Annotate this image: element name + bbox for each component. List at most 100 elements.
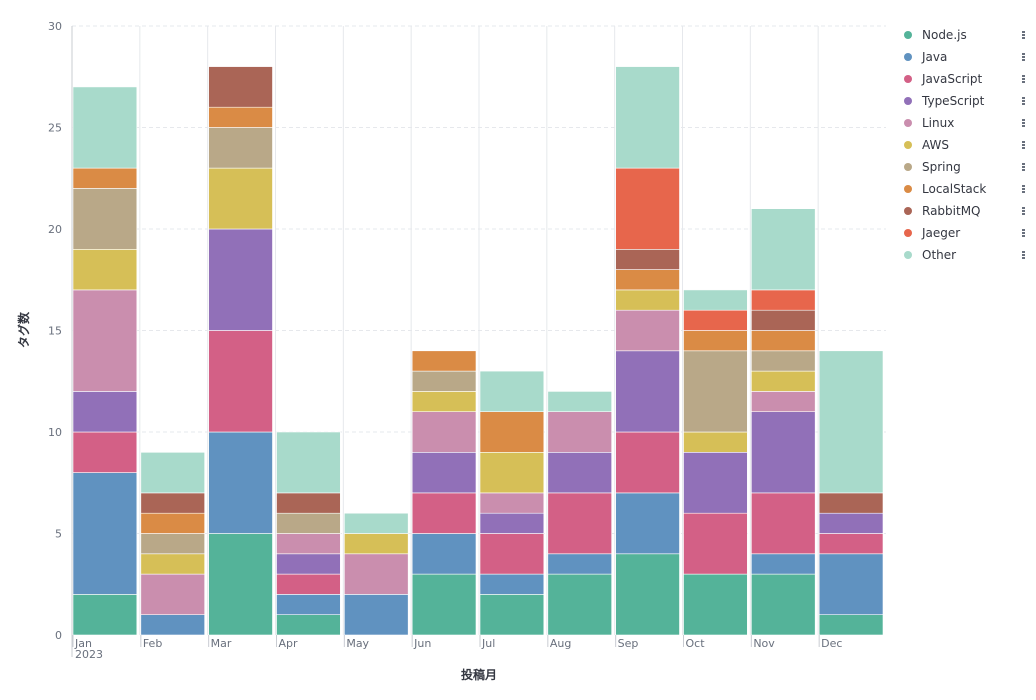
legend-item-jaeger[interactable]: Jaeger — [904, 222, 1026, 244]
bar-segment-aws[interactable] — [615, 289, 680, 311]
bar-segment-typescript[interactable] — [751, 411, 816, 494]
bar-stack-apr[interactable] — [276, 431, 341, 636]
bar-segment-java[interactable] — [411, 533, 477, 575]
bar-segment-linux[interactable] — [479, 492, 545, 514]
legend-item-typescript[interactable]: TypeScript — [904, 90, 1026, 112]
bar-segment-rabbitmq[interactable] — [751, 309, 816, 331]
bar-segment-linux[interactable] — [751, 391, 816, 412]
legend-action-icon[interactable] — [1022, 97, 1026, 105]
legend-action-icon[interactable] — [1022, 251, 1026, 259]
bar-segment-linux[interactable] — [72, 289, 138, 392]
bar-segment-other[interactable] — [547, 391, 612, 412]
legend-action-icon[interactable] — [1022, 75, 1026, 83]
bar-segment-typescript[interactable] — [72, 391, 138, 433]
bar-segment-spring[interactable] — [276, 512, 341, 534]
bar-segment-node-js[interactable] — [547, 573, 612, 636]
bar-segment-node-js[interactable] — [615, 553, 680, 636]
bar-stack-feb[interactable] — [140, 451, 205, 636]
bar-segment-linux[interactable] — [276, 533, 341, 555]
bar-stack-jun[interactable] — [411, 350, 477, 636]
bar-segment-aws[interactable] — [683, 431, 748, 453]
legend-action-icon[interactable] — [1022, 119, 1026, 127]
legend-item-spring[interactable]: Spring — [904, 156, 1026, 178]
bar-stack-jul[interactable] — [479, 370, 545, 636]
bar-segment-rabbitmq[interactable] — [276, 492, 341, 514]
legend-action-icon[interactable] — [1022, 185, 1026, 193]
bar-segment-localstack[interactable] — [479, 411, 545, 453]
bar-stack-nov[interactable] — [751, 208, 816, 636]
bar-segment-javascript[interactable] — [276, 573, 341, 595]
bar-segment-typescript[interactable] — [208, 228, 273, 331]
bar-segment-java[interactable] — [547, 553, 612, 575]
bar-segment-aws[interactable] — [479, 451, 545, 494]
bar-stack-jan[interactable] — [72, 86, 138, 636]
bar-segment-node-js[interactable] — [751, 573, 816, 636]
legend-action-icon[interactable] — [1022, 207, 1026, 215]
bar-segment-spring[interactable] — [72, 188, 138, 250]
legend-item-node-js[interactable]: Node.js — [904, 24, 1026, 46]
bar-segment-javascript[interactable] — [208, 330, 273, 433]
bar-segment-localstack[interactable] — [683, 330, 748, 352]
bar-segment-javascript[interactable] — [547, 492, 612, 555]
bar-segment-spring[interactable] — [140, 533, 205, 555]
bar-segment-localstack[interactable] — [751, 330, 816, 352]
bars[interactable] — [72, 66, 884, 636]
bar-segment-java[interactable] — [344, 594, 409, 636]
bar-segment-localstack[interactable] — [140, 512, 205, 534]
legend-item-other[interactable]: Other — [904, 244, 1026, 266]
bar-stack-mar[interactable] — [208, 66, 273, 636]
bar-segment-javascript[interactable] — [72, 431, 138, 473]
bar-segment-node-js[interactable] — [276, 614, 341, 636]
bar-segment-other[interactable] — [615, 66, 680, 169]
legend-item-rabbitmq[interactable]: RabbitMQ — [904, 200, 1026, 222]
bar-segment-java[interactable] — [818, 553, 884, 615]
bar-stack-may[interactable] — [344, 512, 409, 636]
bar-segment-javascript[interactable] — [411, 492, 477, 534]
bar-segment-jaeger[interactable] — [615, 167, 680, 250]
bar-segment-aws[interactable] — [344, 533, 409, 555]
bar-segment-typescript[interactable] — [411, 451, 477, 494]
bar-segment-typescript[interactable] — [615, 350, 680, 433]
bar-segment-node-js[interactable] — [479, 594, 545, 636]
bar-stack-oct[interactable] — [683, 289, 748, 636]
bar-segment-other[interactable] — [276, 431, 341, 494]
bar-segment-localstack[interactable] — [411, 350, 477, 372]
legend-item-aws[interactable]: AWS — [904, 134, 1026, 156]
bar-segment-jaeger[interactable] — [751, 289, 816, 311]
bar-stack-dec[interactable] — [818, 350, 884, 636]
bar-segment-linux[interactable] — [615, 309, 680, 352]
bar-segment-node-js[interactable] — [683, 573, 748, 636]
legend-action-icon[interactable] — [1022, 141, 1026, 149]
bar-segment-rabbitmq[interactable] — [615, 249, 680, 270]
bar-segment-aws[interactable] — [72, 249, 138, 291]
bar-segment-typescript[interactable] — [547, 451, 612, 494]
bar-segment-java[interactable] — [276, 594, 341, 616]
bar-segment-localstack[interactable] — [208, 106, 273, 128]
bar-segment-spring[interactable] — [751, 350, 816, 372]
bar-segment-linux[interactable] — [140, 573, 205, 615]
bar-segment-other[interactable] — [140, 451, 205, 494]
bar-segment-rabbitmq[interactable] — [208, 66, 273, 108]
bar-segment-other[interactable] — [683, 289, 748, 311]
bar-segment-java[interactable] — [615, 492, 680, 555]
bar-segment-other[interactable] — [344, 512, 409, 534]
bar-segment-java[interactable] — [751, 553, 816, 575]
bar-segment-java[interactable] — [140, 614, 205, 636]
bar-segment-other[interactable] — [479, 370, 545, 413]
bar-segment-java[interactable] — [479, 573, 545, 595]
bar-segment-node-js[interactable] — [208, 533, 273, 636]
bar-segment-java[interactable] — [72, 472, 138, 595]
legend-item-javascript[interactable]: JavaScript — [904, 68, 1026, 90]
bar-segment-javascript[interactable] — [751, 492, 816, 555]
bar-segment-javascript[interactable] — [479, 533, 545, 575]
bar-segment-node-js[interactable] — [72, 594, 138, 636]
bar-segment-spring[interactable] — [683, 350, 748, 433]
bar-segment-other[interactable] — [72, 86, 138, 169]
bar-segment-node-js[interactable] — [818, 614, 884, 636]
bar-segment-other[interactable] — [818, 350, 884, 494]
bar-segment-spring[interactable] — [411, 370, 477, 392]
bar-segment-localstack[interactable] — [615, 269, 680, 291]
legend-action-icon[interactable] — [1022, 229, 1026, 237]
legend-item-java[interactable]: Java — [904, 46, 1026, 68]
legend-item-localstack[interactable]: LocalStack — [904, 178, 1026, 200]
